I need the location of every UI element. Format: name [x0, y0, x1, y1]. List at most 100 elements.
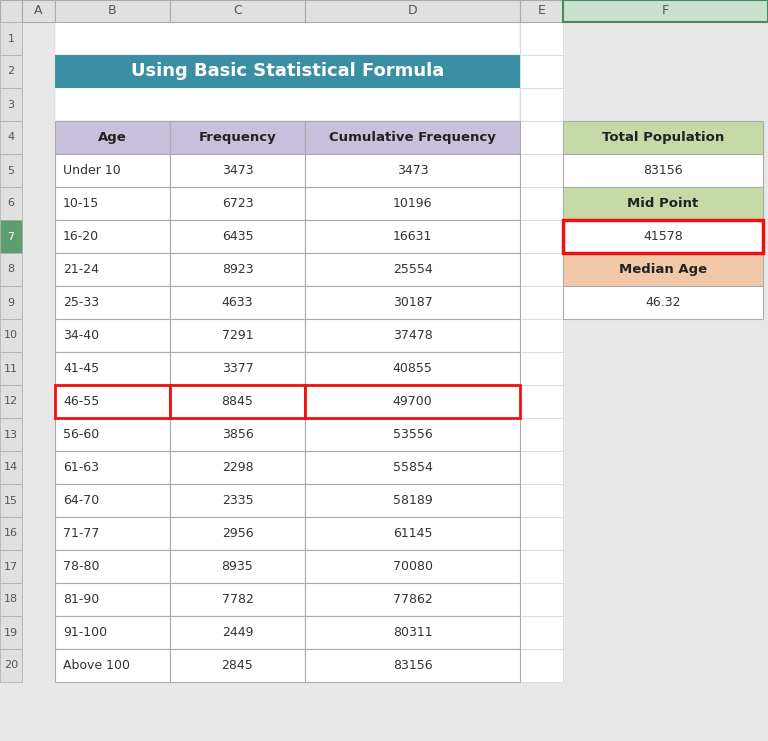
Bar	[0, 616, 22, 649]
Bar	[170, 121, 305, 154]
Bar	[170, 385, 305, 418]
Bar	[305, 418, 520, 451]
Bar	[520, 55, 563, 88]
Text: B: B	[108, 4, 117, 18]
Bar	[0, 385, 22, 418]
Bar	[563, 253, 763, 286]
Text: F: F	[662, 4, 669, 18]
Bar	[55, 385, 170, 418]
Text: 3377: 3377	[222, 362, 253, 375]
Bar	[0, 187, 22, 220]
Text: 21-24: 21-24	[63, 263, 99, 276]
Bar	[55, 616, 170, 649]
Bar	[520, 0, 563, 22]
Text: 2449: 2449	[222, 626, 253, 639]
Bar	[55, 154, 170, 187]
Bar	[563, 187, 763, 220]
Bar	[55, 451, 170, 484]
Text: Frequency: Frequency	[199, 131, 276, 144]
Bar	[170, 484, 305, 517]
Bar	[55, 220, 170, 253]
Bar	[0, 517, 22, 550]
Text: 6: 6	[8, 199, 15, 208]
Text: Median Age: Median Age	[619, 263, 707, 276]
Text: 4: 4	[8, 133, 15, 142]
Bar	[520, 319, 563, 352]
Text: 41578: 41578	[643, 230, 683, 243]
Bar	[0, 154, 22, 187]
Text: 2298: 2298	[222, 461, 253, 474]
Bar	[305, 649, 520, 682]
Bar	[55, 88, 520, 121]
Text: 70080: 70080	[392, 560, 432, 573]
Text: Using Basic Statistical Formula: Using Basic Statistical Formula	[131, 62, 444, 81]
Bar	[55, 319, 170, 352]
Text: 78-80: 78-80	[63, 560, 100, 573]
Text: 3473: 3473	[222, 164, 253, 177]
Bar	[305, 517, 520, 550]
Text: 37478: 37478	[392, 329, 432, 342]
Bar	[305, 220, 520, 253]
Bar	[55, 253, 170, 286]
Text: 49700: 49700	[392, 395, 432, 408]
Text: 17: 17	[4, 562, 18, 571]
Bar	[0, 253, 22, 286]
Bar	[305, 352, 520, 385]
Bar	[170, 352, 305, 385]
Text: 13: 13	[4, 430, 18, 439]
Text: 9: 9	[8, 297, 15, 308]
Bar	[170, 583, 305, 616]
Bar	[520, 517, 563, 550]
Bar	[55, 418, 170, 451]
Text: 81-90: 81-90	[63, 593, 99, 606]
Text: 10-15: 10-15	[63, 197, 99, 210]
Bar	[55, 121, 170, 154]
Bar	[520, 550, 563, 583]
Bar	[170, 286, 305, 319]
Text: 6723: 6723	[222, 197, 253, 210]
Text: 2956: 2956	[222, 527, 253, 540]
Bar	[55, 0, 170, 22]
Text: Age: Age	[98, 131, 127, 144]
Bar	[0, 220, 22, 253]
Text: 46-55: 46-55	[63, 395, 99, 408]
Bar	[305, 583, 520, 616]
Bar	[170, 451, 305, 484]
Bar	[305, 0, 520, 22]
Bar	[563, 286, 763, 319]
Bar	[55, 484, 170, 517]
Text: Above 100: Above 100	[63, 659, 130, 672]
Text: Total Population: Total Population	[602, 131, 724, 144]
Bar	[0, 484, 22, 517]
Bar	[55, 352, 170, 385]
Bar	[520, 253, 563, 286]
Text: 30187: 30187	[392, 296, 432, 309]
Text: 58189: 58189	[392, 494, 432, 507]
Text: 53556: 53556	[392, 428, 432, 441]
Text: 34-40: 34-40	[63, 329, 99, 342]
Bar	[0, 583, 22, 616]
Text: 61-63: 61-63	[63, 461, 99, 474]
Bar	[22, 0, 55, 22]
Text: 12: 12	[4, 396, 18, 407]
Bar	[520, 649, 563, 682]
Text: 16: 16	[4, 528, 18, 539]
Bar	[520, 286, 563, 319]
Text: 7782: 7782	[221, 593, 253, 606]
Text: 56-60: 56-60	[63, 428, 99, 441]
Bar	[305, 484, 520, 517]
Bar	[0, 649, 22, 682]
Bar	[0, 550, 22, 583]
Text: 8845: 8845	[221, 395, 253, 408]
Bar	[305, 319, 520, 352]
Bar	[0, 22, 22, 55]
Text: 7: 7	[8, 231, 15, 242]
Bar	[0, 286, 22, 319]
Text: 2: 2	[8, 67, 15, 76]
Text: 18: 18	[4, 594, 18, 605]
Text: 10: 10	[4, 330, 18, 341]
Bar	[520, 385, 563, 418]
Text: 40855: 40855	[392, 362, 432, 375]
Bar	[0, 352, 22, 385]
Bar	[305, 385, 520, 418]
